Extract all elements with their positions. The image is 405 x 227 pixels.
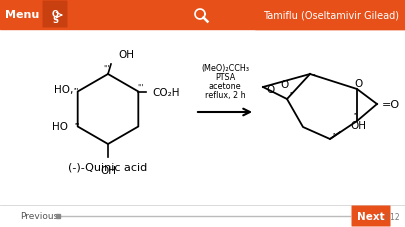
Text: '': '' — [353, 111, 357, 118]
Text: '': '' — [332, 131, 336, 137]
Text: Next: Next — [357, 211, 385, 221]
Text: ''': ''' — [103, 64, 109, 73]
Text: OH: OH — [350, 121, 366, 131]
Bar — [255, 0, 405, 30]
Text: Menu: Menu — [5, 10, 39, 20]
Text: Previous: Previous — [20, 212, 58, 220]
Text: 1 / 12: 1 / 12 — [378, 212, 400, 220]
Text: (-)-Quinic acid: (-)-Quinic acid — [68, 162, 148, 172]
Text: ''': ''' — [74, 87, 79, 93]
Text: =O: =O — [382, 100, 400, 109]
FancyBboxPatch shape — [352, 206, 390, 227]
Text: S: S — [52, 15, 58, 24]
Text: O: O — [355, 79, 363, 89]
Text: '': '' — [312, 73, 316, 79]
Text: Q: Q — [51, 10, 58, 18]
Text: (MeO)₂CCH₃: (MeO)₂CCH₃ — [201, 64, 249, 73]
Text: acetone: acetone — [209, 82, 241, 91]
FancyBboxPatch shape — [188, 2, 213, 28]
Text: reflux, 2 h: reflux, 2 h — [205, 91, 245, 100]
Text: ''': ''' — [137, 84, 144, 93]
Text: ''': ''' — [75, 122, 80, 128]
Text: O: O — [267, 85, 275, 95]
Text: OH: OH — [118, 50, 134, 60]
Text: OH: OH — [100, 165, 116, 175]
Text: Tamiflu (Oseltamivir Gilead): Tamiflu (Oseltamivir Gilead) — [263, 10, 399, 20]
Text: '': '' — [289, 91, 293, 96]
Text: PTSA: PTSA — [215, 73, 235, 82]
Text: O: O — [280, 80, 289, 90]
Text: HO,: HO, — [54, 84, 73, 94]
Text: CO₂H: CO₂H — [152, 87, 180, 97]
Bar — [0, 0, 405, 30]
Text: HO: HO — [52, 121, 68, 131]
FancyBboxPatch shape — [43, 2, 68, 28]
